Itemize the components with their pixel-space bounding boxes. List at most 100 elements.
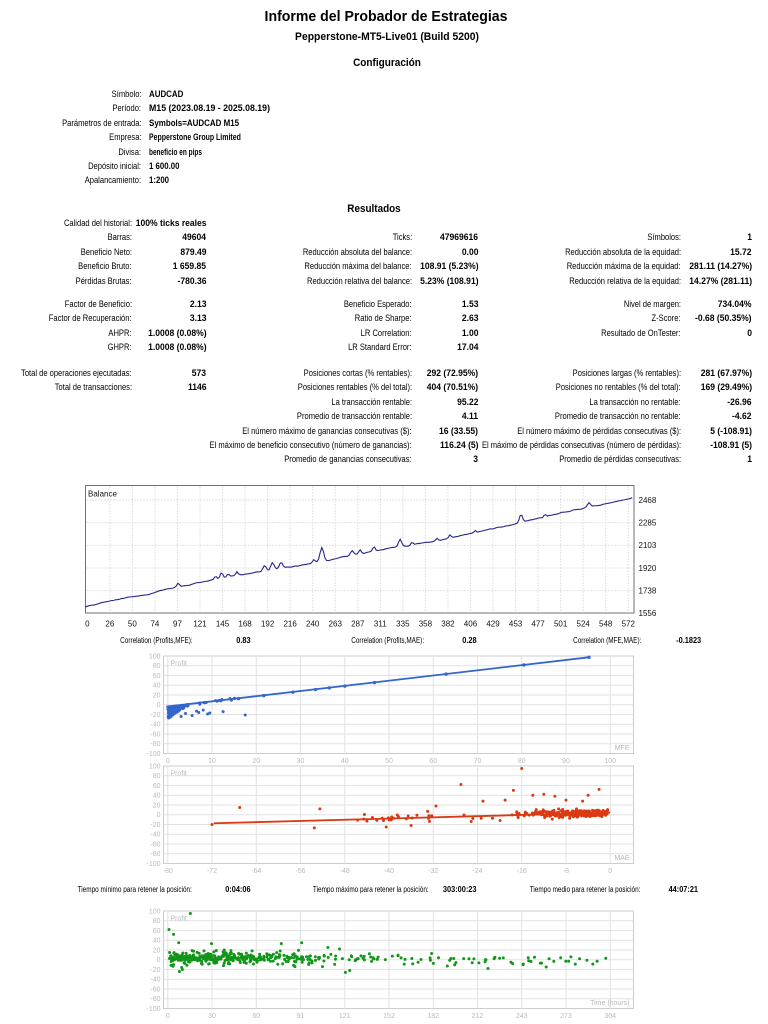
svg-text:-20: -20 (150, 711, 160, 718)
svg-text:240: 240 (306, 620, 320, 629)
svg-text:2468: 2468 (639, 496, 657, 505)
svg-text:90: 90 (562, 758, 570, 765)
svg-text:70: 70 (474, 758, 482, 765)
svg-text:30: 30 (208, 1013, 216, 1020)
svg-text:168: 168 (238, 620, 252, 629)
svg-text:Profit: Profit (171, 771, 187, 778)
svg-text:152: 152 (383, 1013, 395, 1020)
svg-text:20: 20 (153, 692, 161, 699)
svg-text:-56: -56 (295, 868, 305, 875)
svg-text:304: 304 (604, 1013, 616, 1020)
svg-text:-16: -16 (517, 868, 527, 875)
svg-text:0: 0 (157, 957, 161, 964)
svg-text:-40: -40 (150, 977, 160, 984)
svg-text:-32: -32 (428, 868, 438, 875)
svg-text:MAE: MAE (614, 855, 630, 862)
svg-text:-100: -100 (146, 861, 160, 868)
svg-text:-80: -80 (163, 868, 173, 875)
svg-text:91: 91 (297, 1013, 305, 1020)
svg-text:501: 501 (554, 620, 568, 629)
svg-text:26: 26 (105, 620, 114, 629)
svg-text:-64: -64 (251, 868, 261, 875)
svg-text:60: 60 (153, 672, 161, 679)
svg-text:-40: -40 (150, 832, 160, 839)
svg-text:-80: -80 (150, 741, 160, 748)
svg-text:-20: -20 (150, 822, 160, 829)
svg-text:-40: -40 (150, 721, 160, 728)
svg-text:216: 216 (283, 620, 297, 629)
svg-text:-100: -100 (146, 750, 160, 757)
svg-text:30: 30 (297, 758, 305, 765)
svg-text:0: 0 (166, 758, 170, 765)
svg-text:-60: -60 (150, 731, 160, 738)
svg-text:-60: -60 (150, 841, 160, 848)
svg-text:477: 477 (531, 620, 545, 629)
svg-text:60: 60 (153, 783, 161, 790)
svg-text:80: 80 (153, 918, 161, 925)
svg-text:20: 20 (153, 802, 161, 809)
svg-text:335: 335 (396, 620, 410, 629)
svg-text:311: 311 (374, 620, 387, 629)
svg-text:0: 0 (85, 620, 90, 629)
svg-text:100: 100 (149, 653, 161, 660)
svg-text:20: 20 (252, 758, 260, 765)
svg-text:406: 406 (464, 620, 478, 629)
svg-text:-100: -100 (146, 1006, 160, 1013)
svg-text:-48: -48 (340, 868, 350, 875)
svg-text:1738: 1738 (639, 586, 657, 595)
svg-text:-20: -20 (150, 967, 160, 974)
svg-text:182: 182 (427, 1013, 439, 1020)
svg-text:2103: 2103 (639, 541, 657, 550)
svg-text:Profit: Profit (171, 916, 187, 923)
svg-text:74: 74 (150, 620, 159, 629)
svg-text:2285: 2285 (639, 518, 657, 527)
svg-text:121: 121 (193, 620, 207, 629)
svg-text:Balance: Balance (88, 490, 117, 499)
svg-text:80: 80 (153, 773, 161, 780)
svg-text:1556: 1556 (639, 609, 657, 618)
svg-text:60: 60 (429, 758, 437, 765)
svg-text:0: 0 (608, 868, 612, 875)
svg-text:273: 273 (560, 1013, 572, 1020)
svg-text:Time (hours): Time (hours) (590, 1000, 629, 1007)
svg-text:-72: -72 (207, 868, 217, 875)
svg-text:100: 100 (149, 763, 161, 770)
svg-text:-24: -24 (472, 868, 482, 875)
svg-text:358: 358 (419, 620, 433, 629)
svg-text:100: 100 (604, 758, 616, 765)
svg-text:287: 287 (351, 620, 365, 629)
svg-text:Profit: Profit (171, 660, 187, 667)
svg-text:0: 0 (157, 702, 161, 709)
svg-text:40: 40 (153, 793, 161, 800)
svg-text:0: 0 (166, 1013, 170, 1020)
svg-text:-80: -80 (150, 851, 160, 858)
svg-text:548: 548 (599, 620, 613, 629)
svg-text:60: 60 (153, 928, 161, 935)
svg-text:1920: 1920 (639, 564, 657, 573)
svg-text:100: 100 (149, 908, 161, 915)
svg-text:97: 97 (173, 620, 182, 629)
svg-text:192: 192 (261, 620, 275, 629)
svg-text:572: 572 (622, 620, 636, 629)
svg-text:80: 80 (518, 758, 526, 765)
svg-text:-8: -8 (563, 868, 569, 875)
svg-text:121: 121 (339, 1013, 351, 1020)
svg-text:243: 243 (516, 1013, 528, 1020)
svg-text:40: 40 (153, 938, 161, 945)
svg-text:-80: -80 (150, 996, 160, 1003)
svg-text:40: 40 (153, 682, 161, 689)
svg-text:-40: -40 (384, 868, 394, 875)
svg-text:524: 524 (577, 620, 591, 629)
svg-text:263: 263 (329, 620, 343, 629)
svg-text:40: 40 (341, 758, 349, 765)
svg-text:MFE: MFE (615, 745, 630, 752)
svg-text:453: 453 (509, 620, 523, 629)
svg-text:145: 145 (216, 620, 230, 629)
svg-text:10: 10 (208, 758, 216, 765)
svg-text:382: 382 (441, 620, 455, 629)
svg-text:80: 80 (153, 663, 161, 670)
svg-text:212: 212 (472, 1013, 484, 1020)
svg-text:50: 50 (128, 620, 137, 629)
svg-text:-60: -60 (150, 986, 160, 993)
svg-text:60: 60 (252, 1013, 260, 1020)
